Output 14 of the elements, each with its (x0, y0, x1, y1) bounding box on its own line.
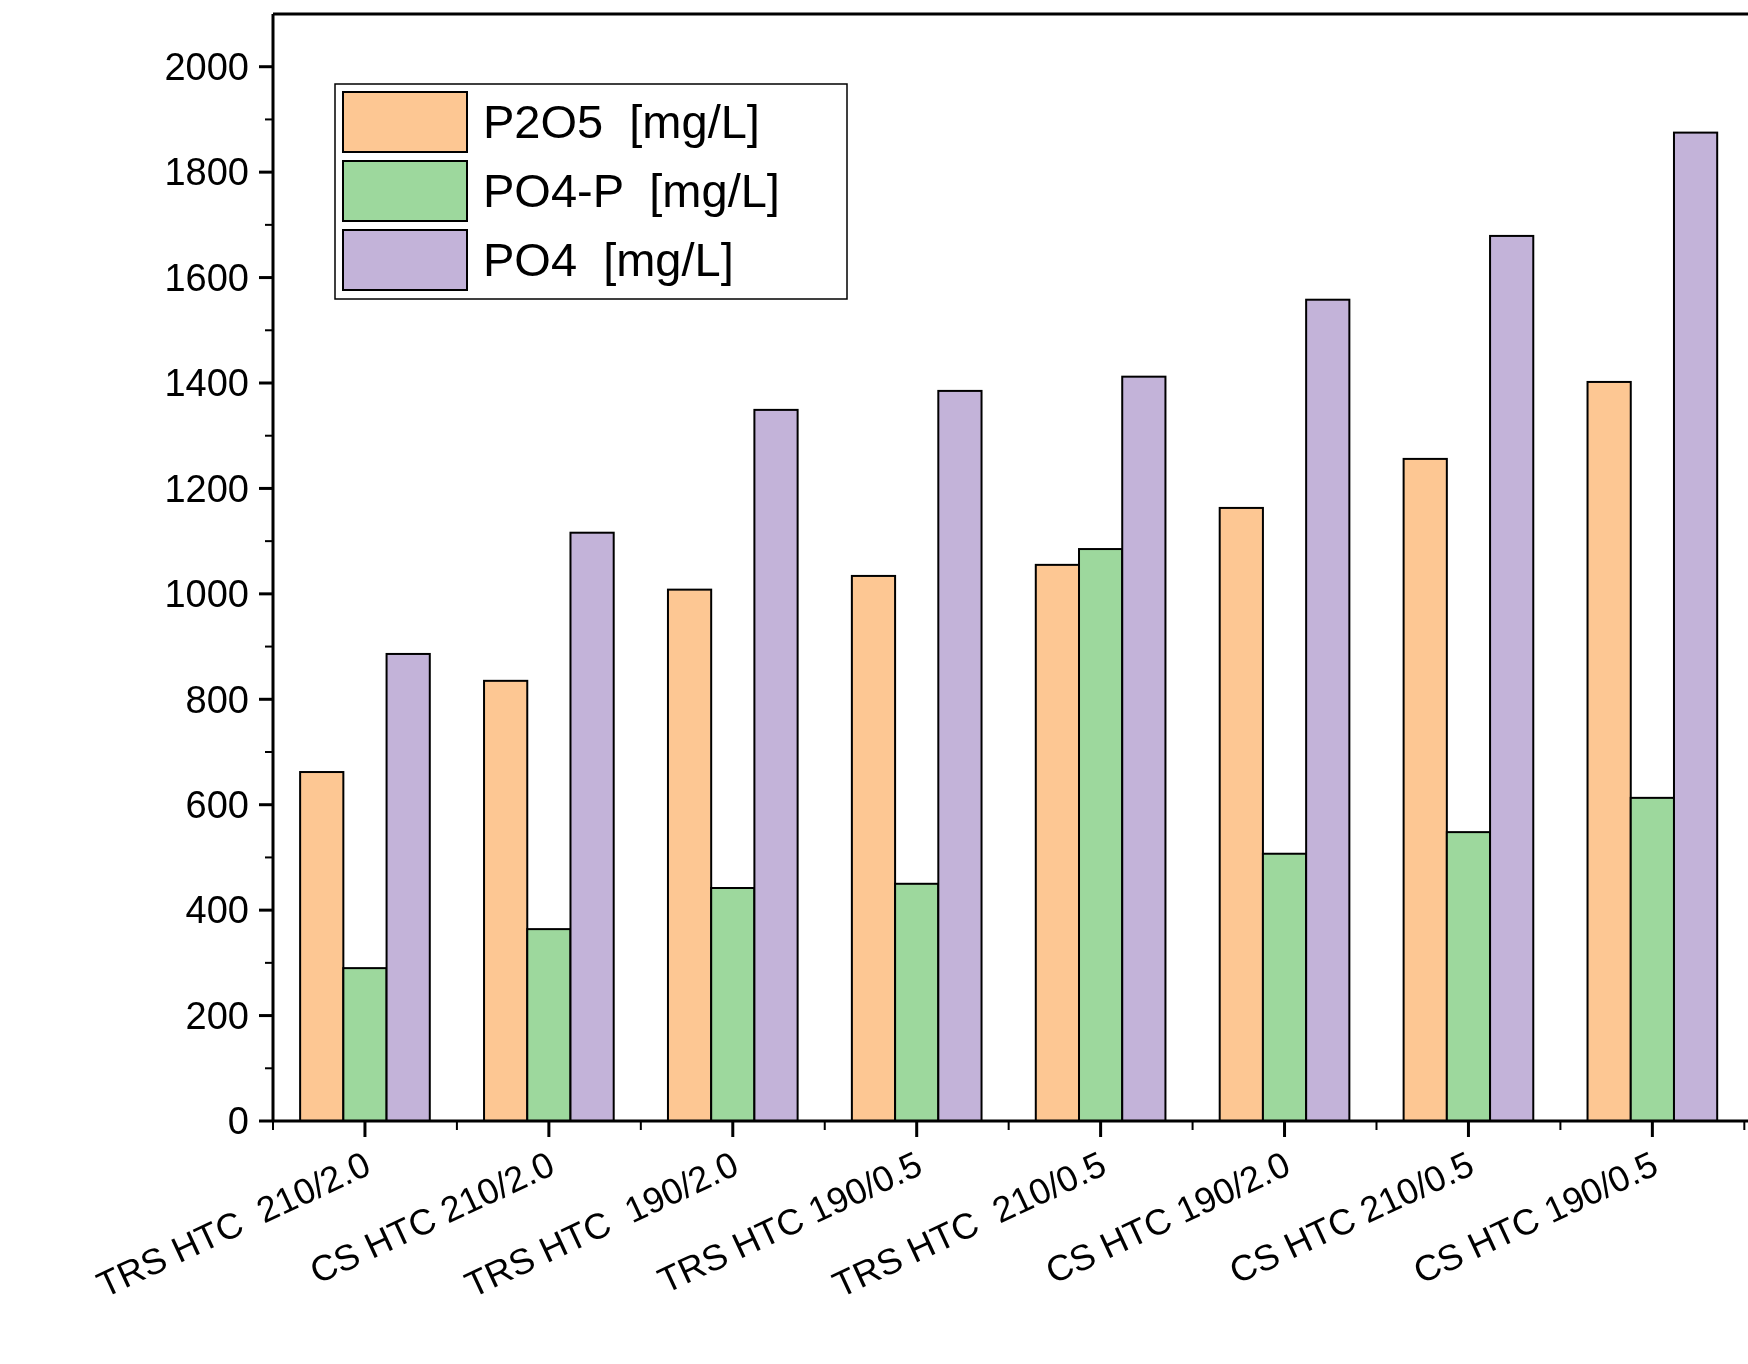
y-tick-label: 200 (185, 994, 249, 1037)
y-tick-label: 1200 (164, 467, 249, 510)
legend-label: P2O5 [mg/L] (483, 95, 760, 149)
y-tick-label: 1400 (164, 362, 249, 405)
y-tick-label: 800 (185, 678, 249, 721)
y-tick-label: 1000 (164, 573, 249, 616)
y-tick-label: 0 (227, 1100, 249, 1143)
legend-label: PO4-P [mg/L] (483, 164, 780, 218)
y-tick-label: 1600 (164, 256, 249, 299)
y-tick-label: 1800 (164, 151, 249, 194)
y-tick-label: 600 (185, 784, 249, 827)
y-tick-label: 400 (185, 889, 249, 932)
y-tick-label: 2000 (164, 46, 249, 89)
legend-label: PO4 [mg/L] (483, 233, 734, 287)
